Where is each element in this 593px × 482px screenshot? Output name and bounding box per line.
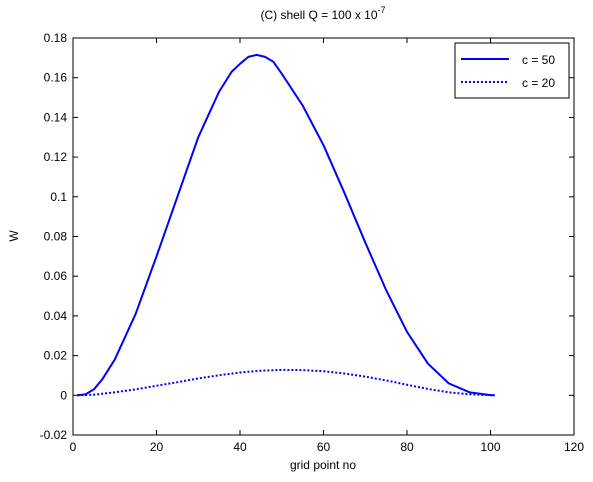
y-tick-label: 0.02 <box>44 349 68 363</box>
chart-title: (C) shell Q = 100 x 10-7 <box>260 5 385 22</box>
x-tick-label: 0 <box>70 440 77 454</box>
series-layer <box>77 53 495 397</box>
y-axis-title: W <box>7 230 21 242</box>
x-tick-label: 80 <box>400 440 414 454</box>
x-tick-label: 100 <box>480 440 500 454</box>
legend: c = 50 c = 20 <box>454 42 570 99</box>
y-tick-label: 0.06 <box>44 269 68 283</box>
y-tick-label: 0.1 <box>50 190 67 204</box>
x-axis-title: grid point no <box>290 458 356 472</box>
series-line-c-50 <box>77 53 495 397</box>
legend-box <box>454 42 570 99</box>
y-tick-label: 0.08 <box>44 230 68 244</box>
series-line-c-20 <box>77 368 495 397</box>
x-tick-label: 60 <box>317 440 331 454</box>
y-tick-label: 0.12 <box>44 150 68 164</box>
x-tick-label: 20 <box>150 440 164 454</box>
x-tick-label: 40 <box>233 440 247 454</box>
axis-ticks: 0 20 40 60 80 100 120-0.0200.020.040.060.080.1… <box>40 31 585 454</box>
y-tick-label: -0.02 <box>40 428 68 442</box>
y-tick-label: 0 <box>60 388 67 402</box>
legend-label-c-50: c = 50 <box>522 53 555 67</box>
legend-label-c-20: c = 20 <box>522 76 555 90</box>
y-tick-label: 0.14 <box>44 110 68 124</box>
y-tick-label: 0.18 <box>44 31 68 45</box>
y-tick-label: 0.16 <box>44 71 68 85</box>
y-tick-label: 0.04 <box>44 309 68 323</box>
x-tick-label: 120 <box>564 440 584 454</box>
